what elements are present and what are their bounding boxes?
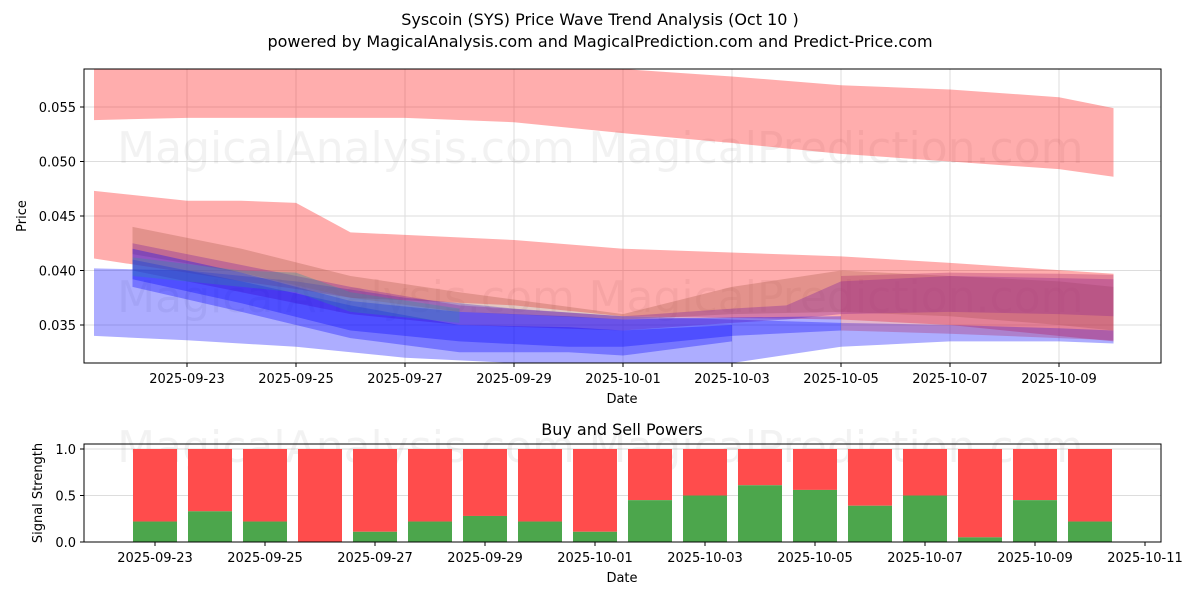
buy-power-bar	[1013, 500, 1057, 542]
main-y-tick-label: 0.050	[39, 156, 76, 171]
buy-power-bar	[188, 511, 232, 542]
bar-y-ticks: 0.0 0.5 1.0	[55, 443, 84, 551]
bar-y-axis-label: Signal Strength	[31, 443, 46, 543]
main-x-tick-label: 2025-10-09	[1021, 372, 1097, 387]
main-x-tick-label: 2025-10-07	[912, 372, 988, 387]
price-bands	[94, 69, 1114, 363]
main-grid	[84, 69, 1161, 363]
main-y-axis-label: Price	[15, 200, 30, 232]
main-y-tick-label: 0.035	[39, 319, 76, 334]
mid-red-band	[94, 190, 1114, 342]
buy-power-bar	[573, 531, 617, 542]
main-x-tick-label: 2025-09-27	[367, 372, 443, 387]
sell-power-bar	[298, 449, 342, 542]
bar-x-axis-label: Date	[606, 571, 637, 586]
buy-power-bar	[958, 537, 1002, 542]
sell-power-bar	[573, 449, 617, 532]
bar-x-tick-label: 2025-09-23	[117, 551, 193, 566]
power-bars	[133, 449, 1112, 542]
watermark-main-1: MagicalAnalysis.com	[117, 123, 575, 174]
bar-x-tick-label: 2025-09-29	[447, 551, 523, 566]
sell-power-bar	[518, 449, 562, 522]
sell-power-bar	[738, 449, 782, 486]
sell-power-bar	[1013, 449, 1057, 501]
bar-y-tick-label: 0.0	[55, 536, 76, 551]
upper-red-band	[94, 69, 1114, 177]
sell-power-bar	[1068, 449, 1112, 522]
bar-x-tick-label: 2025-10-07	[887, 551, 963, 566]
buy-power-bar	[243, 521, 287, 542]
watermark-main-2: MagicalPrediction.com	[589, 123, 1084, 174]
chart-title: Syscoin (SYS) Price Wave Trend Analysis …	[401, 10, 799, 29]
bar-y-tick-label: 1.0	[55, 443, 76, 458]
buy-power-bar	[628, 500, 672, 542]
main-y-tick-label: 0.040	[39, 265, 76, 280]
sell-power-bar	[133, 449, 177, 522]
main-y-ticks: 0.035 0.040 0.045 0.050 0.055	[39, 101, 84, 334]
sell-power-bar	[353, 449, 397, 532]
bar-x-ticks: 2025-09-23 2025-09-25 2025-09-27 2025-09-29…	[117, 542, 1183, 566]
sell-power-bar	[683, 449, 727, 496]
main-x-tick-label: 2025-09-23	[149, 372, 225, 387]
buy-power-bar	[463, 515, 507, 542]
buy-power-bar	[1068, 521, 1112, 542]
sell-power-bar	[188, 449, 232, 512]
bar-x-tick-label: 2025-10-05	[777, 551, 853, 566]
buy-power-bar	[408, 521, 452, 542]
sell-power-bar	[628, 449, 672, 501]
buy-power-bar	[518, 521, 562, 542]
brown-band	[132, 226, 1114, 331]
blue-band-inner-1	[132, 248, 841, 347]
bar-x-tick-label: 2025-09-25	[227, 551, 303, 566]
main-x-tick-label: 2025-10-05	[803, 372, 879, 387]
purple-band	[132, 243, 1114, 331]
main-y-tick-label: 0.045	[39, 210, 76, 225]
bar-chart-title: Buy and Sell Powers	[541, 420, 703, 439]
main-x-tick-label: 2025-10-03	[694, 372, 770, 387]
blue-band-inner-2	[132, 259, 732, 356]
sell-power-bar	[793, 449, 837, 490]
buy-power-bar	[793, 489, 837, 542]
bar-y-tick-label: 0.5	[55, 490, 76, 505]
main-x-axis-label: Date	[606, 392, 637, 407]
buy-power-bar	[848, 505, 892, 542]
bar-x-tick-label: 2025-10-01	[557, 551, 633, 566]
buy-power-bar	[683, 495, 727, 542]
buy-power-bar	[133, 521, 177, 542]
sell-power-bar	[848, 449, 892, 506]
bar-plot-frame	[83, 443, 1162, 543]
magenta-right-band	[841, 272, 1114, 341]
watermark-main-3: MagicalAnalysis.com	[117, 272, 575, 323]
lower-blue-band	[94, 268, 1114, 363]
buy-power-bar	[903, 495, 947, 542]
bar-x-tick-label: 2025-09-27	[337, 551, 413, 566]
bar-x-tick-label: 2025-10-03	[667, 551, 743, 566]
main-x-ticks: 2025-09-23 2025-09-25 2025-09-27 2025-09-29…	[149, 363, 1097, 387]
buy-power-bar	[738, 485, 782, 542]
chart-subtitle: powered by MagicalAnalysis.com and Magic…	[267, 32, 933, 51]
watermark-main-4: MagicalPrediction.com	[589, 272, 1084, 323]
teal-band	[132, 257, 460, 323]
buy-power-bar	[353, 531, 397, 542]
sell-power-bar	[408, 449, 452, 522]
bar-x-tick-label: 2025-10-11	[1107, 551, 1183, 566]
bar-x-tick-label: 2025-10-09	[997, 551, 1073, 566]
sell-power-bar	[243, 449, 287, 522]
sell-power-bar	[903, 449, 947, 496]
main-y-tick-label: 0.055	[39, 101, 76, 116]
sell-power-bar	[463, 449, 507, 516]
sell-power-bar	[958, 449, 1002, 538]
main-x-tick-label: 2025-10-01	[585, 372, 661, 387]
main-x-tick-label: 2025-09-29	[476, 372, 552, 387]
main-x-tick-label: 2025-09-25	[258, 372, 334, 387]
